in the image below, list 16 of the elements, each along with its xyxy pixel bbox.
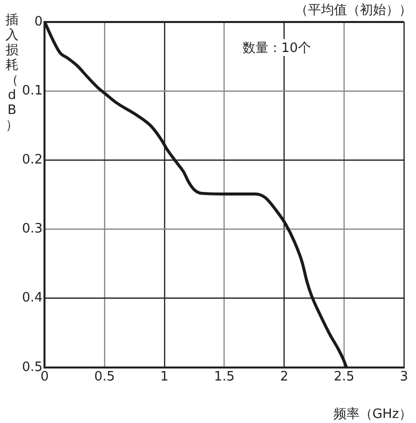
y-tick-label: 0.2	[22, 152, 43, 168]
x-tick-label: 2.5	[334, 370, 354, 385]
x-tick-label: 3	[400, 370, 408, 385]
x-tick-label: 1.5	[214, 370, 235, 385]
y-tick-label: 0	[34, 14, 43, 30]
y-tick-label: 0.3	[22, 222, 43, 237]
x-tick-label: 1	[160, 370, 169, 385]
y-tick-label: 0.1	[22, 83, 43, 98]
y-axis-title: 插入损耗（dB）	[6, 13, 18, 133]
x-tick-label: 2	[280, 370, 288, 385]
x-tick-label: 0.5	[94, 370, 115, 385]
x-axis-title: 频率（GHz）	[333, 406, 412, 422]
annotation: 数量：10个	[242, 41, 311, 56]
y-tick-label: 0.5	[22, 360, 43, 375]
chart-subtitle: （平均值（初始））	[295, 3, 412, 18]
y-tick-label: 0.4	[22, 290, 43, 306]
